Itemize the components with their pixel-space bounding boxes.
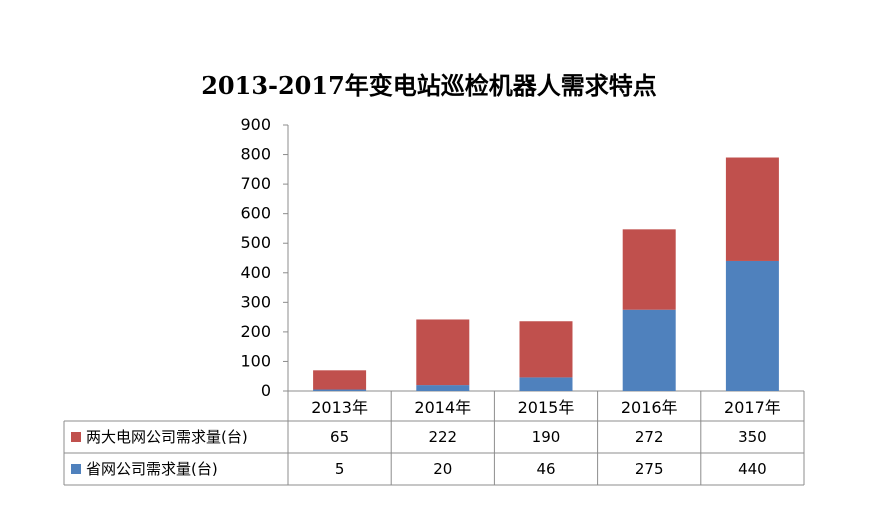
- data-table-cell: 222: [428, 428, 457, 446]
- y-tick-label: 0: [261, 381, 271, 400]
- data-table-cell: 272: [635, 428, 664, 446]
- legend-key: [71, 464, 81, 474]
- bar-segment-province: [519, 377, 573, 391]
- data-table-cell: 190: [532, 428, 561, 446]
- bar-segment-province: [725, 260, 779, 391]
- bar-segment-grid-companies: [313, 370, 367, 390]
- category-label: 2013年: [311, 398, 368, 417]
- data-table-cell: 5: [335, 460, 345, 478]
- y-tick-label: 500: [240, 233, 271, 252]
- plot-area: 0 100 200 300 400 500 600 700 800 900 2013年 2014年 20…: [240, 115, 804, 417]
- y-tick-label: 300: [240, 292, 271, 311]
- category-label: 2014年: [414, 398, 471, 417]
- bar-segment-province: [622, 309, 676, 391]
- data-table-cell: 65: [330, 428, 349, 446]
- y-tick-label: 100: [240, 351, 271, 370]
- y-tick-label: 800: [240, 145, 271, 164]
- data-table-cell: 20: [433, 460, 452, 478]
- y-tick-label: 900: [240, 115, 271, 134]
- y-tick-label: 600: [240, 204, 271, 223]
- legend-label: 两大电网公司需求量(台): [86, 428, 248, 446]
- bar-segment-grid-companies: [416, 319, 470, 386]
- y-tick-label: 700: [240, 174, 271, 193]
- legend-key: [71, 432, 81, 442]
- data-table-cell: 275: [635, 460, 664, 478]
- category-label: 2017年: [724, 398, 781, 417]
- bar-segment-grid-companies: [725, 157, 779, 261]
- data-table-cell: 440: [738, 460, 767, 478]
- bar-segment-province: [313, 389, 367, 391]
- data-table: 两大电网公司需求量(台) 65 222 190 272 350 省网公司需求量(台) 5 20 4…: [63, 391, 805, 486]
- bar-segment-grid-companies: [519, 321, 573, 378]
- data-table-cell: 350: [738, 428, 767, 446]
- y-tick-label: 200: [240, 322, 271, 341]
- category-label: 2016年: [621, 398, 678, 417]
- data-table-cell: 46: [536, 460, 555, 478]
- bar-segment-grid-companies: [622, 229, 676, 310]
- bar-segment-province: [416, 385, 470, 391]
- y-tick-label: 400: [240, 263, 271, 282]
- chart-title: 2013-2017年变电站巡检机器人需求特点: [201, 71, 657, 100]
- category-label: 2015年: [518, 398, 575, 417]
- legend-label: 省网公司需求量(台): [86, 460, 218, 478]
